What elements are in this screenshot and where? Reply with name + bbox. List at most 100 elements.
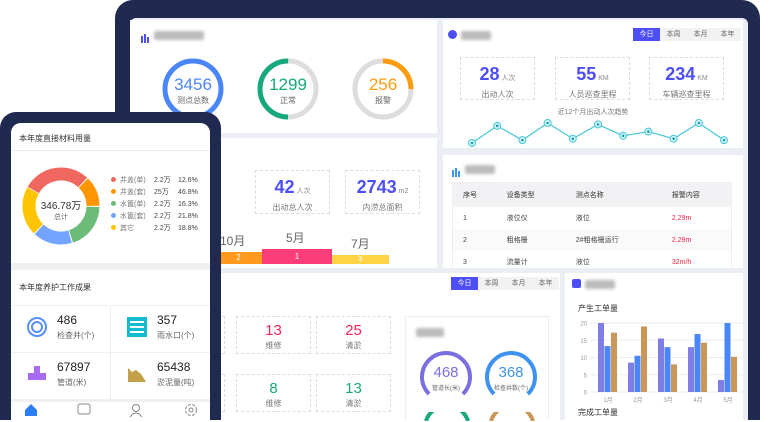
maint-header: 本年度养护工作成果: [11, 270, 210, 305]
y-tick-label: 15: [580, 339, 587, 345]
tab-year[interactable]: 本年: [532, 277, 559, 290]
donut-legend: 井盖(单) 2.2万 12.6% 井盖(套) 25万 46.8% 水篦(单) 2.2万 16.3…: [111, 175, 198, 235]
bar: [598, 323, 604, 392]
result-pipe: 67897 管道(米): [11, 353, 110, 399]
trend-point-core: [546, 121, 549, 125]
cell: 2#粗格栅运行: [565, 229, 662, 251]
cell: 粗格栅: [496, 229, 566, 251]
stat-label: 出动人次: [481, 90, 514, 99]
legend-pct: 16.3%: [178, 201, 198, 208]
bar: [634, 355, 641, 392]
result-value: 65438: [157, 360, 191, 374]
trend-point-core: [571, 137, 575, 141]
y-tick-label: 20: [580, 322, 587, 328]
legend-name: 井盖(套): [120, 189, 146, 196]
tab-week[interactable]: 本周: [660, 28, 687, 41]
nav-message-icon[interactable]: [59, 403, 109, 420]
trend-point-core: [621, 134, 625, 138]
podium-bar-2: 2: [215, 252, 262, 264]
legend-name: 其它: [120, 225, 134, 232]
workorder-bar-chart: 0 5 10 15 20 1月 2月 3月 4月 5月: [580, 322, 743, 404]
tab-month[interactable]: 本月: [687, 28, 714, 41]
stat-repair: 13 维修: [236, 316, 311, 354]
cell: 32m/h: [671, 258, 692, 266]
podium-bar-1: 1: [262, 249, 332, 264]
bar: [641, 326, 647, 392]
donut-total: 346.78万: [40, 201, 82, 212]
result-value: 67897: [57, 360, 91, 374]
podium-month: 5月: [286, 231, 305, 245]
ring-label: 报警: [375, 96, 391, 105]
stat-unit: KM: [697, 75, 708, 82]
stat-label: 维修: [265, 341, 282, 350]
materials-title: 本年度直接材料用量: [19, 134, 91, 143]
cell: 流量计: [506, 259, 528, 266]
legend-item: 其它 2.2万 18.8%: [111, 223, 198, 235]
x-tick-label: 3月: [663, 397, 672, 404]
card-title-blurred: [585, 280, 615, 289]
stat-dredge: 13 清淤: [316, 374, 391, 412]
legend-item: 井盖(单) 2.2万 12.6%: [111, 175, 198, 187]
card-title-blurred: [154, 31, 204, 40]
nav-home-icon[interactable]: [6, 403, 56, 420]
y-tick-label: 0: [584, 391, 588, 397]
stat-label: 车辆巡查里程: [662, 90, 711, 99]
stat-dredge: 25 清淤: [316, 316, 391, 354]
legend-amount: 2.2万: [154, 213, 171, 220]
trend-point-core: [521, 138, 524, 142]
legend-name: 水篦(单): [120, 201, 146, 208]
nav-user-icon[interactable]: [111, 403, 161, 420]
bar: [611, 332, 617, 392]
bar: [628, 362, 634, 392]
chart-icon: [451, 164, 461, 182]
tab-week[interactable]: 本周: [478, 277, 505, 290]
tab-year[interactable]: 本年: [714, 28, 741, 41]
stat-unit: m2: [398, 188, 409, 195]
result-label: 雨水口(个): [157, 331, 195, 340]
maint-title: 本年度养护工作成果: [19, 283, 91, 292]
materials-card: 本年度直接材料用量 346.78万 总计 井盖(单) 2.2万 12.6% 井盖(套)…: [11, 123, 210, 263]
stat-unit: 人次: [501, 75, 516, 82]
stat-label: 清淤: [345, 341, 362, 350]
x-tick-label: 2月: [633, 397, 642, 404]
dashboard-screen: 3456 测点总数 1299 正常 256 报警 今日 本周 本月 本年 28 人次 出动…: [130, 18, 748, 421]
trend-point-core: [495, 124, 499, 128]
bar: [718, 379, 724, 392]
table-row[interactable]: 2 粗格栅 2#粗格栅运行 2.29m: [453, 229, 731, 251]
stat-value: 2743: [356, 177, 397, 197]
stat-label: 人员巡查里程: [568, 90, 617, 99]
ring-value: 256: [368, 75, 398, 94]
chart-title-2: 完成工单量: [578, 408, 618, 417]
materials-donut-chart: [22, 167, 100, 245]
nav-settings-icon[interactable]: [166, 403, 216, 420]
cell: 1: [463, 214, 467, 222]
bar: [604, 346, 611, 392]
stat-dispatch: 28 人次出动人次: [460, 57, 535, 100]
legend-dot: [111, 213, 116, 218]
legend-item: 水篦(套) 2.2万 21.8%: [111, 211, 198, 223]
table-row[interactable]: 1 液位仪 液位 2.29m: [453, 207, 731, 229]
stat-value: 55: [576, 64, 597, 84]
tab-month[interactable]: 本月: [505, 277, 532, 290]
legend-dot: [111, 177, 116, 182]
tab-today[interactable]: 今日: [451, 277, 478, 290]
donut-slice: [22, 167, 100, 245]
donut-slice: [22, 167, 100, 245]
bar: [701, 342, 707, 392]
tab-today[interactable]: 今日: [633, 28, 660, 41]
stat-value: 28: [479, 64, 500, 84]
trend-point-core: [672, 137, 675, 141]
maint-tabs: 今日 本周 本月 本年: [451, 277, 559, 290]
cell: 3: [463, 258, 467, 266]
maintenance-card: 今日 本周 本月 本年 13 维修 25 清淤 8 维修 13 清淤 468 管道长(米)…: [205, 273, 560, 421]
sludge-icon: [127, 364, 147, 384]
stat-flood-area: 2743 m2 内涝总面积: [345, 170, 420, 214]
donut-slice: [22, 167, 100, 245]
cell: 2.29m: [671, 214, 692, 222]
col-header: 报警内容: [661, 183, 731, 207]
gauge-pipe: 468 管道长(米): [418, 349, 474, 405]
result-grate: 357 雨水口(个): [111, 306, 210, 352]
result-label: 检查井(个): [57, 331, 95, 340]
result-label: 管道(米): [57, 378, 87, 387]
table-row[interactable]: 3 流量计 液位 32m/h: [453, 251, 731, 273]
